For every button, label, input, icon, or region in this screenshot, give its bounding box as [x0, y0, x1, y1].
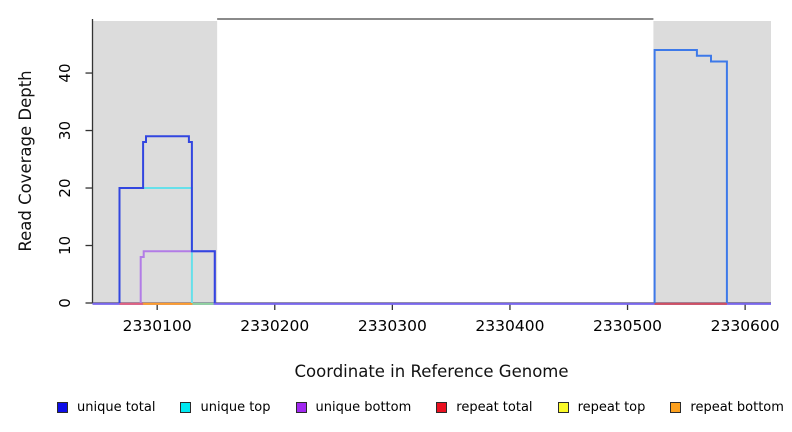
legend-item-repeat-total: repeat total: [436, 399, 533, 415]
legend-swatch-repeat-total: [436, 401, 448, 413]
x-axis-ticks: 2330100 2330200 2330300 2330400 2330500 23306…: [123, 303, 780, 335]
legend-swatch-unique-bottom: [295, 401, 307, 413]
legend-item-repeat-top: repeat top: [557, 399, 646, 415]
legend-label: unique top: [200, 399, 271, 415]
x-tick-label: 2330100: [123, 317, 192, 335]
x-tick-label: 2330200: [240, 317, 309, 335]
legend-label: repeat bottom: [690, 399, 784, 415]
x-tick-label: 2330300: [358, 317, 427, 335]
x-tick-label: 2330600: [711, 317, 780, 335]
y-tick-label: 10: [56, 236, 74, 255]
legend: unique total unique top unique bottom repea…: [57, 398, 784, 416]
legend-label: unique bottom: [315, 399, 412, 415]
legend-swatch-unique-total: [57, 401, 68, 413]
y-tick-label: 20: [56, 178, 74, 197]
legend-swatch-repeat-top: [557, 401, 569, 413]
y-tick-label: 40: [56, 63, 74, 82]
coverage-series: [118, 49, 728, 303]
legend-label: repeat total: [456, 399, 533, 415]
legend-item-repeat-bottom: repeat bottom: [670, 400, 784, 415]
legend-label: repeat top: [577, 399, 646, 415]
x-tick-label: 2330500: [593, 317, 662, 335]
shaded-region-right: [653, 21, 771, 303]
legend-swatch-unique-top: [180, 401, 192, 413]
legend-label: unique total: [77, 399, 156, 415]
shaded-regions: [92, 21, 771, 303]
legend-item-unique-bottom: unique bottom: [295, 399, 412, 415]
shaded-region-left: [92, 21, 218, 303]
series-line-unique-total: [653, 49, 728, 303]
x-axis-title: Coordinate in Reference Genome: [294, 362, 569, 381]
y-axis-ticks: 0 10 20 30 40: [56, 63, 93, 308]
y-tick-label: 0: [56, 298, 74, 308]
legend-item-unique-top: unique top: [180, 399, 271, 415]
series-line-unique-total: [118, 135, 216, 303]
x-tick-label: 2330400: [475, 317, 544, 335]
y-axis-title: Read Coverage Depth: [16, 70, 35, 252]
legend-swatch-repeat-bottom: [670, 401, 682, 413]
legend-item-unique-total: unique total: [57, 400, 155, 415]
y-tick-label: 30: [56, 121, 74, 140]
